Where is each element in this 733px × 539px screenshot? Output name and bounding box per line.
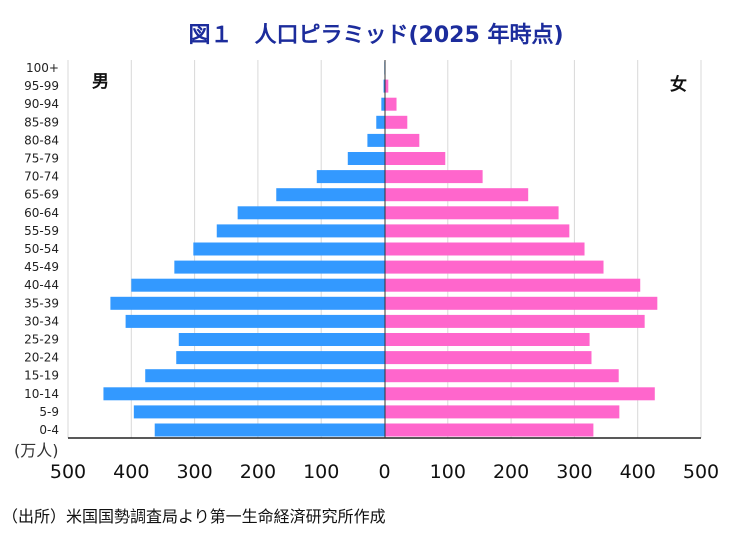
- female-bar: [384, 206, 559, 220]
- x-tick-label: 300: [176, 461, 212, 483]
- male-bar: [347, 152, 385, 165]
- female-bar: [384, 242, 585, 256]
- x-tick-label: 100: [303, 461, 339, 483]
- male-bar: [216, 224, 385, 238]
- y-tick-label: 45-49: [24, 260, 59, 274]
- male-bar: [381, 97, 385, 111]
- y-tick-label: 0-4: [39, 423, 59, 437]
- male-bar: [176, 351, 385, 365]
- y-tick-label: 70-74: [24, 170, 59, 184]
- female-bar: [384, 170, 483, 184]
- y-tick-label: 80-84: [24, 133, 59, 147]
- x-tick-label: 100: [430, 461, 466, 483]
- y-tick-label: 25-29: [24, 333, 59, 347]
- male-bar: [125, 314, 385, 328]
- y-tick-label: 15-19: [24, 369, 59, 383]
- y-tick-label: 40-44: [24, 278, 59, 292]
- x-tick-label: 400: [113, 461, 149, 483]
- male-label: 男: [92, 72, 109, 92]
- female-bar: [384, 387, 655, 401]
- x-tick-label: 0: [378, 461, 390, 483]
- male-bar: [103, 387, 385, 401]
- female-bar: [384, 188, 529, 202]
- female-label: 女: [670, 74, 687, 95]
- x-tick-label: 500: [50, 461, 86, 483]
- y-tick-label: 65-69: [24, 188, 59, 202]
- male-bar: [110, 296, 385, 310]
- male-bar: [154, 423, 385, 437]
- female-bar: [384, 278, 641, 292]
- female-bar: [384, 97, 397, 111]
- y-tick-label: 30-34: [24, 314, 59, 328]
- x-tick-label: 200: [240, 461, 276, 483]
- male-bar: [383, 79, 385, 93]
- female-bar: [384, 314, 645, 328]
- male-bar: [193, 242, 385, 256]
- y-tick-label: 60-64: [24, 206, 59, 220]
- male-bar: [145, 369, 385, 383]
- female-bar: [384, 260, 604, 274]
- male-bar: [367, 133, 385, 147]
- y-tick-label: 5-9: [39, 405, 59, 419]
- female-bar: [384, 115, 408, 129]
- male-bar: [237, 206, 385, 220]
- y-tick-label: 50-54: [24, 242, 59, 256]
- chart-title: 図１ 人口ピラミッド(2025 年時点): [189, 22, 564, 48]
- female-bar: [384, 224, 570, 238]
- male-bar: [376, 115, 385, 129]
- y-tick-label: 75-79: [24, 152, 59, 166]
- male-bar: [131, 278, 385, 292]
- y-tick-label: 90-94: [24, 97, 59, 111]
- x-tick-label: 200: [493, 461, 529, 483]
- female-bar: [384, 351, 592, 365]
- y-tick-label: 55-59: [24, 224, 59, 238]
- female-bar: [384, 133, 420, 147]
- female-bar: [384, 369, 619, 383]
- y-tick-label: 10-14: [24, 387, 59, 401]
- female-bar: [384, 296, 658, 310]
- male-bar: [276, 188, 385, 202]
- male-bar: [178, 333, 385, 346]
- x-tick-label: 500: [683, 461, 719, 483]
- y-tick-label: 35-39: [24, 296, 59, 310]
- y-tick-label: 20-24: [24, 351, 59, 365]
- y-tick-label: 95-99: [24, 79, 59, 93]
- unit-label: (万人): [14, 441, 59, 460]
- y-tick-label: 100+: [26, 61, 59, 75]
- male-bar: [174, 260, 385, 274]
- x-tick-label: 300: [556, 461, 592, 483]
- male-bar: [133, 405, 385, 419]
- y-tick-label: 85-89: [24, 115, 59, 129]
- x-tick-label: 400: [620, 461, 656, 483]
- male-bar: [316, 170, 385, 184]
- female-bar: [384, 333, 590, 346]
- female-bar: [384, 405, 620, 419]
- female-bar: [384, 152, 446, 165]
- female-bar: [384, 79, 389, 93]
- female-bar: [384, 423, 594, 437]
- source-note: （出所）米国国勢調査局より第一生命経済研究所作成: [2, 507, 386, 526]
